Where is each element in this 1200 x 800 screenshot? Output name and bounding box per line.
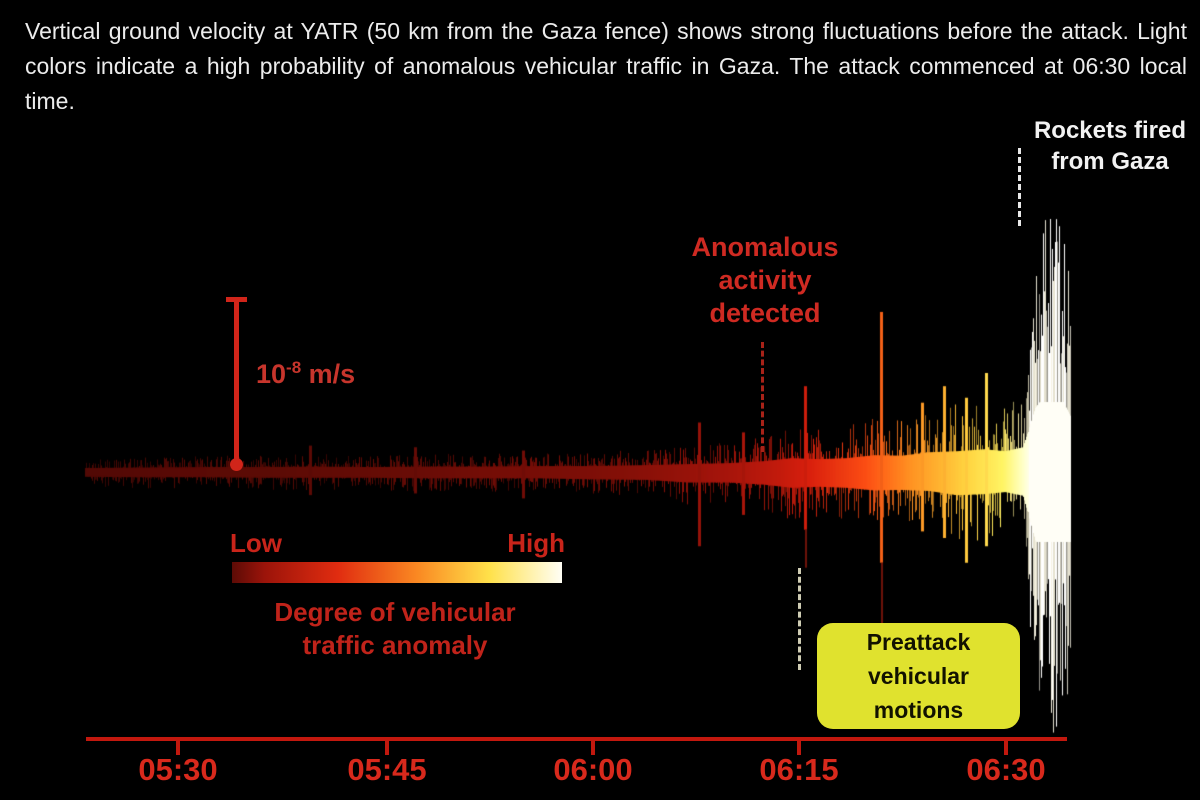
preattack-dashed-line bbox=[798, 568, 801, 670]
legend-color-gradient-bar bbox=[232, 562, 562, 583]
tick-0630 bbox=[1004, 741, 1008, 755]
anomalous-event-dashed-line bbox=[761, 342, 764, 452]
scale-bar bbox=[234, 299, 239, 465]
rockets-fired-label: Rockets fired from Gaza bbox=[1028, 115, 1192, 177]
tick-0530 bbox=[176, 741, 180, 755]
rockets-fired-line1: Rockets fired bbox=[1033, 117, 1187, 144]
preattack-line1: Preattack bbox=[866, 629, 971, 655]
anomalous-line1: Anomalous bbox=[691, 232, 839, 262]
preattack-callout-box: Preattack vehicular motions bbox=[817, 623, 1020, 729]
tick-label-0530: 05:30 bbox=[138, 752, 218, 787]
legend-high-label: High bbox=[507, 528, 565, 558]
preattack-line2: vehicular bbox=[868, 663, 969, 689]
scale-bar-label: 10-8 m/s bbox=[256, 358, 355, 390]
tick-label-0615: 06:15 bbox=[759, 752, 839, 787]
tick-label-0545: 05:45 bbox=[347, 752, 427, 787]
legend-low-label: Low bbox=[230, 528, 282, 558]
anomalous-line3: detected bbox=[709, 298, 821, 328]
tick-0545 bbox=[385, 741, 389, 755]
tick-0615 bbox=[797, 741, 801, 755]
tick-0600 bbox=[591, 741, 595, 755]
figure-caption: Vertical ground velocity at YATR (50 km … bbox=[25, 18, 1187, 114]
scale-bar-exponent: -8 bbox=[286, 358, 302, 377]
scale-bar-unit: m/s bbox=[301, 359, 356, 389]
tick-label-0630: 06:30 bbox=[966, 752, 1046, 787]
preattack-line3: motions bbox=[873, 697, 964, 723]
tick-label-0600: 06:00 bbox=[553, 752, 633, 787]
legend-caption: Degree of vehicular traffic anomaly bbox=[274, 597, 516, 660]
scale-bar-bottom-cap bbox=[230, 458, 243, 471]
rockets-fired-line2: from Gaza bbox=[1051, 148, 1169, 175]
rockets-event-dashed-line bbox=[1018, 148, 1021, 226]
anomalous-line2: activity bbox=[718, 265, 812, 295]
anomalous-activity-label: Anomalous activity detected bbox=[665, 231, 865, 330]
scale-bar-base: 10 bbox=[256, 359, 287, 389]
time-axis bbox=[86, 737, 1067, 741]
